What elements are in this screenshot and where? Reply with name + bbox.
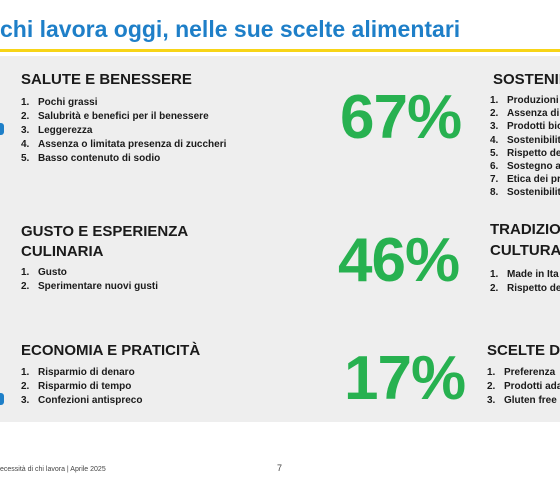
- list-item: 3. Gluten free: [487, 395, 557, 406]
- section-accent-bar: [0, 123, 4, 135]
- content-panel: [0, 56, 560, 422]
- list-tradizione: 1. Made in Ita 2. Rispetto de: [490, 268, 560, 296]
- list-item: 1. Risparmio di denaro: [21, 367, 135, 378]
- list-gusto: 1. Gusto 2. Sperimentare nuovi gusti: [21, 266, 158, 294]
- list-item: 2. Rispetto de: [490, 283, 560, 294]
- page-number: 7: [277, 463, 283, 473]
- list-item: 6. Sostegno a: [490, 161, 560, 173]
- list-item: 1. Preferenza: [487, 367, 556, 378]
- list-item: 2. Sperimentare nuovi gusti: [21, 281, 159, 292]
- section-heading-gusto-line2: CULINARIA: [21, 243, 104, 260]
- section-heading-tradizione-line1: TRADIZIO: [490, 221, 560, 238]
- list-item: 7. Etica dei pr: [490, 174, 560, 186]
- list-item: 1. Pochi grassi: [21, 97, 98, 108]
- section-heading-economia: ECONOMIA E PRATICITÀ: [21, 342, 201, 359]
- list-item: 3. Prodotti bio: [490, 121, 560, 133]
- section-heading-salute: SALUTE E BENESSERE: [21, 71, 192, 88]
- list-scelte: 1. Preferenza 2. Prodotti ada 3. Gluten fre…: [487, 366, 560, 408]
- list-item: 4. Sostenibilit: [490, 134, 560, 146]
- percent-salute: 67%: [340, 83, 462, 152]
- list-item: 1. Gusto: [21, 267, 67, 278]
- footer-text: ecessità di chi lavora | Aprile 2025: [0, 466, 106, 473]
- percent-gusto: 46%: [338, 226, 460, 295]
- list-item: 8. Sostenibilit: [490, 187, 560, 199]
- list-item: 3. Leggerezza: [21, 125, 93, 136]
- list-item: 5. Rispetto de: [490, 147, 560, 159]
- list-item: 2. Risparmio di tempo: [21, 381, 132, 392]
- title-underline: [0, 49, 560, 52]
- slide-title: chi lavora oggi, nelle sue scelte alimen…: [0, 16, 461, 42]
- list-sostenibilita: 1. Produzioni 2. Assenza di 3. Prodotti bio…: [490, 94, 560, 200]
- list-item: 1. Produzioni: [490, 95, 559, 106]
- list-item: 1. Made in Ita: [490, 269, 559, 280]
- section-heading-tradizione-line2: CULTURA: [490, 242, 560, 259]
- section-accent-bar: [0, 393, 4, 405]
- list-economia: 1. Risparmio di denaro 2. Risparmio di tem…: [21, 366, 142, 408]
- list-salute: 1. Pochi grassi 2. Salubrità e benefici pe…: [21, 96, 226, 166]
- list-item: 2. Salubrità e benefici per il benessere: [21, 111, 209, 122]
- list-item: 2. Assenza di: [490, 108, 560, 120]
- section-heading-scelte: SCELTE D: [487, 342, 560, 359]
- section-heading-gusto-line1: GUSTO E ESPERIENZA: [21, 223, 189, 240]
- list-item: 2. Prodotti ada: [487, 381, 560, 392]
- percent-economia: 17%: [344, 344, 466, 413]
- list-item: 4. Assenza o limitata presenza di zuccher…: [21, 139, 227, 150]
- section-heading-sostenibilita: SOSTENIB: [493, 71, 560, 88]
- list-item: 5. Basso contenuto di sodio: [21, 153, 161, 164]
- list-item: 3. Confezioni antispreco: [21, 395, 143, 406]
